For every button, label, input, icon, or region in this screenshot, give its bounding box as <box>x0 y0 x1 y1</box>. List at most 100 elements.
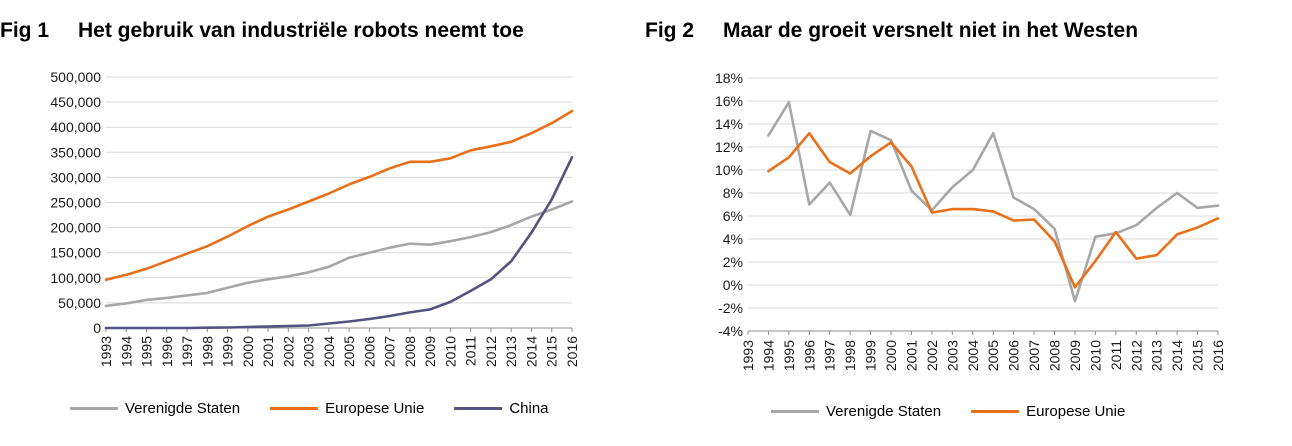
x-tick-label: 2007 <box>382 336 398 367</box>
series-line <box>104 156 574 330</box>
legend-label: Verenigde Staten <box>125 400 241 417</box>
x-tick-label: 1995 <box>139 336 155 367</box>
x-tick-label: 2005 <box>985 340 1001 371</box>
x-tick-label: 2015 <box>544 336 560 367</box>
y-tick-label: 14% <box>715 116 743 132</box>
legend-swatch <box>454 407 503 410</box>
x-tick-label: 2000 <box>883 340 899 371</box>
x-tick-label: 2014 <box>523 336 539 367</box>
x-tick-label: 2012 <box>1128 340 1144 371</box>
x-tick-label: 2014 <box>1169 340 1185 371</box>
x-tick-label: 1997 <box>822 340 838 371</box>
legend-swatch <box>771 410 819 413</box>
y-tick-label: 6% <box>723 208 743 224</box>
legend-swatch <box>971 410 1020 413</box>
y-tick-label: 18% <box>715 70 743 86</box>
y-tick-label: 12% <box>715 139 743 155</box>
x-tick-label: 1994 <box>118 336 134 367</box>
x-tick-label: 2015 <box>1190 340 1206 371</box>
x-tick-label: 2005 <box>341 336 357 367</box>
x-tick-label: 2006 <box>1006 340 1022 371</box>
x-tick-label: 2009 <box>422 336 438 367</box>
y-tick-label: 350,000 <box>50 144 101 160</box>
y-tick-label: 10% <box>715 162 743 178</box>
x-tick-label: 2001 <box>903 340 919 371</box>
legend: Verenigde Staten Europese Unie China <box>70 400 579 417</box>
legend-item: Verenigde Staten <box>70 400 240 417</box>
x-tick-label: 1999 <box>220 336 236 367</box>
legend-item: Europese Unie <box>971 403 1125 420</box>
y-tick-label: -2% <box>718 300 743 316</box>
y-tick-label: 450,000 <box>50 94 101 110</box>
y-tick-label: -4% <box>718 323 743 339</box>
series-line <box>767 100 1220 303</box>
chart-title: Fig 2 Maar de groeit versnelt niet in het… <box>645 19 1138 43</box>
x-tick-label: 2006 <box>361 336 377 367</box>
legend-swatch <box>270 407 319 410</box>
x-tick-label: 1994 <box>760 340 776 371</box>
y-tick-label: 300,000 <box>50 169 101 185</box>
x-tick-label: 2008 <box>402 336 418 367</box>
legend-swatch <box>70 407 118 410</box>
y-tick-label: 150,000 <box>50 245 101 261</box>
x-tick-label: 2001 <box>260 336 276 367</box>
x-tick-label: 2000 <box>240 336 256 367</box>
legend-item: Verenigde Staten <box>771 403 941 420</box>
y-tick-label: 200,000 <box>50 220 101 236</box>
legend-label: Verenigde Staten <box>826 403 942 420</box>
x-tick-label: 1996 <box>159 336 175 367</box>
x-tick-label: 2011 <box>1108 340 1124 370</box>
series-line <box>767 131 1220 289</box>
x-tick-label: 2002 <box>280 336 296 367</box>
y-tick-label: 8% <box>723 185 743 201</box>
x-tick-label: 2009 <box>1067 340 1083 371</box>
legend-item: Europese Unie <box>270 400 424 417</box>
y-tick-label: 400,000 <box>50 119 101 135</box>
x-tick-label: 2012 <box>483 336 499 367</box>
title-text: Het gebruik van industriële robots neemt… <box>78 19 524 42</box>
x-tick-label: 1993 <box>740 340 756 371</box>
title-text: Maar de groeit versnelt niet in het West… <box>723 19 1139 42</box>
legend-label: Europese Unie <box>1026 403 1126 420</box>
line-chart: -4% -2% 0% 2% 4% 6% 8% 10% 12% 14% 16% 18% 1993 1994 1… <box>715 70 1226 371</box>
y-tick-label: 50,000 <box>58 295 101 311</box>
chart-title: Fig 1 Het gebruik van industriële robots … <box>0 19 524 43</box>
legend: Verenigde Staten Europese Unie <box>771 403 1155 420</box>
y-tick-label: 2% <box>723 254 743 270</box>
x-tick-label: 1997 <box>179 336 195 367</box>
x-tick-label: 2003 <box>944 340 960 371</box>
legend-item: China <box>454 400 549 417</box>
y-tick-label: 4% <box>723 231 743 247</box>
chart-panel-fig2: Fig 2 Maar de groeit versnelt niet in het… <box>645 0 1292 446</box>
series-line <box>104 109 574 282</box>
line-chart: 0 50,000 100,000 150,000 200,000 250,000 300,0… <box>50 69 580 367</box>
y-tick-label: 500,000 <box>50 69 101 85</box>
x-tick-label: 2004 <box>965 340 981 371</box>
fig-label: Fig 2 <box>645 19 695 42</box>
chart-panel-fig1: Fig 1 Het gebruik van industriële robots … <box>0 0 600 446</box>
x-tick-label: 2011 <box>463 336 479 366</box>
x-tick-label: 2004 <box>321 336 337 367</box>
x-tick-label: 2016 <box>564 336 580 367</box>
y-tick-label: 0 <box>93 320 101 336</box>
x-tick-label: 1993 <box>98 336 114 367</box>
y-tick-label: 100,000 <box>50 270 101 286</box>
x-tick-label: 2008 <box>1047 340 1063 371</box>
x-tick-label: 1998 <box>842 340 858 371</box>
x-tick-label: 2013 <box>503 336 519 367</box>
x-tick-label: 1996 <box>801 340 817 371</box>
x-tick-label: 1999 <box>863 340 879 371</box>
fig-label: Fig 1 <box>0 19 50 42</box>
x-tick-label: 2007 <box>1026 340 1042 371</box>
x-tick-label: 1998 <box>199 336 215 367</box>
x-tick-label: 1995 <box>781 340 797 371</box>
legend-label: China <box>509 400 549 417</box>
y-tick-label: 0% <box>723 277 743 293</box>
x-tick-label: 2010 <box>1087 340 1103 371</box>
x-tick-label: 2002 <box>924 340 940 371</box>
x-tick-label: 2010 <box>442 336 458 367</box>
y-tick-label: 250,000 <box>50 195 101 211</box>
y-tick-label: 16% <box>715 93 743 109</box>
legend-label: Europese Unie <box>325 400 425 417</box>
x-tick-label: 2013 <box>1149 340 1165 371</box>
